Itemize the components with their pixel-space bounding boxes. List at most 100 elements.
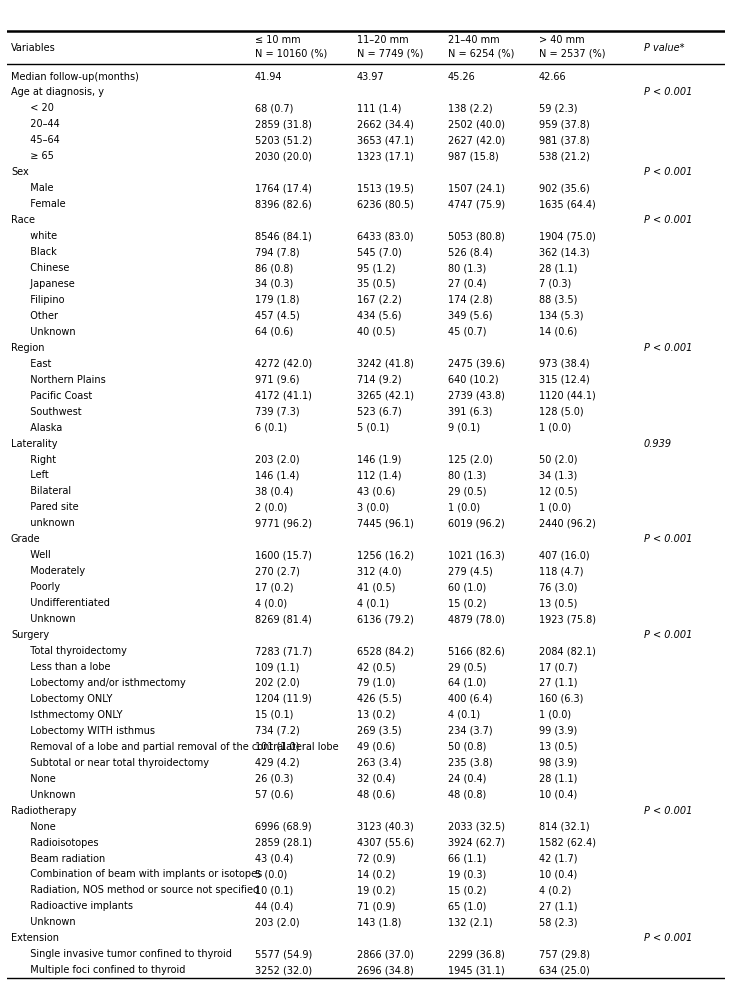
Text: P < 0.001: P < 0.001 xyxy=(643,630,692,640)
Text: 0.939: 0.939 xyxy=(643,438,672,448)
Text: 971 (9.6): 971 (9.6) xyxy=(255,374,299,384)
Text: Unknown: Unknown xyxy=(24,790,75,800)
Text: 959 (37.8): 959 (37.8) xyxy=(539,120,590,129)
Text: 80 (1.3): 80 (1.3) xyxy=(448,470,486,480)
Text: Beam radiation: Beam radiation xyxy=(24,854,105,864)
Text: P value*: P value* xyxy=(643,43,684,53)
Text: 24 (0.4): 24 (0.4) xyxy=(448,774,486,784)
Text: 734 (7.2): 734 (7.2) xyxy=(255,726,299,736)
Text: 526 (8.4): 526 (8.4) xyxy=(448,247,493,257)
Text: 57 (0.6): 57 (0.6) xyxy=(255,790,294,800)
Text: 1021 (16.3): 1021 (16.3) xyxy=(448,551,504,561)
Text: 1256 (16.2): 1256 (16.2) xyxy=(356,551,414,561)
Text: 2030 (20.0): 2030 (20.0) xyxy=(255,151,312,161)
Text: 4307 (55.6): 4307 (55.6) xyxy=(356,838,414,848)
Text: 174 (2.8): 174 (2.8) xyxy=(448,295,493,305)
Text: ≤ 10 mm: ≤ 10 mm xyxy=(255,35,300,45)
Text: 125 (2.0): 125 (2.0) xyxy=(448,454,493,464)
Text: 8546 (84.1): 8546 (84.1) xyxy=(255,231,312,241)
Text: 17 (0.2): 17 (0.2) xyxy=(255,583,294,593)
Text: 4172 (41.1): 4172 (41.1) xyxy=(255,390,312,400)
Text: 15 (0.2): 15 (0.2) xyxy=(448,599,486,609)
Text: Lobectomy and/or isthmectomy: Lobectomy and/or isthmectomy xyxy=(24,678,186,688)
Text: P < 0.001: P < 0.001 xyxy=(643,88,692,98)
Text: Southwest: Southwest xyxy=(24,406,81,416)
Text: 13 (0.5): 13 (0.5) xyxy=(539,742,578,752)
Text: 545 (7.0): 545 (7.0) xyxy=(356,247,401,257)
Text: East: East xyxy=(24,359,51,369)
Text: 132 (2.1): 132 (2.1) xyxy=(448,917,493,927)
Text: 5166 (82.6): 5166 (82.6) xyxy=(448,646,504,656)
Text: Left: Left xyxy=(24,470,48,480)
Text: Unknown: Unknown xyxy=(24,615,75,624)
Text: 65 (1.0): 65 (1.0) xyxy=(448,901,486,911)
Text: Region: Region xyxy=(11,343,45,353)
Text: 66 (1.1): 66 (1.1) xyxy=(448,854,486,864)
Text: 6433 (83.0): 6433 (83.0) xyxy=(356,231,414,241)
Text: None: None xyxy=(24,774,56,784)
Text: 28 (1.1): 28 (1.1) xyxy=(539,263,578,273)
Text: 14 (0.2): 14 (0.2) xyxy=(356,870,395,879)
Text: 2033 (32.5): 2033 (32.5) xyxy=(448,822,505,832)
Text: 2299 (36.8): 2299 (36.8) xyxy=(448,949,504,959)
Text: Grade: Grade xyxy=(11,534,40,545)
Text: Filipino: Filipino xyxy=(24,295,64,305)
Text: 3252 (32.0): 3252 (32.0) xyxy=(255,965,312,975)
Text: 714 (9.2): 714 (9.2) xyxy=(356,374,401,384)
Text: 987 (15.8): 987 (15.8) xyxy=(448,151,498,161)
Text: N = 10160 (%): N = 10160 (%) xyxy=(255,49,327,59)
Text: 3265 (42.1): 3265 (42.1) xyxy=(356,390,414,400)
Text: P < 0.001: P < 0.001 xyxy=(643,534,692,545)
Text: P < 0.001: P < 0.001 xyxy=(643,933,692,943)
Text: 112 (1.4): 112 (1.4) xyxy=(356,470,401,480)
Text: 349 (5.6): 349 (5.6) xyxy=(448,311,493,321)
Text: 4 (0.0): 4 (0.0) xyxy=(255,599,287,609)
Text: N = 6254 (%): N = 6254 (%) xyxy=(448,49,514,59)
Text: 64 (1.0): 64 (1.0) xyxy=(448,678,486,688)
Text: 5203 (51.2): 5203 (51.2) xyxy=(255,135,312,145)
Text: 203 (2.0): 203 (2.0) xyxy=(255,454,299,464)
Text: 38 (0.4): 38 (0.4) xyxy=(255,486,293,496)
Text: 44 (0.4): 44 (0.4) xyxy=(255,901,293,911)
Text: Pacific Coast: Pacific Coast xyxy=(24,390,92,400)
Text: Undifferentiated: Undifferentiated xyxy=(24,599,110,609)
Text: 7 (0.3): 7 (0.3) xyxy=(539,279,571,289)
Text: 202 (2.0): 202 (2.0) xyxy=(255,678,299,688)
Text: 48 (0.8): 48 (0.8) xyxy=(448,790,486,800)
Text: 1923 (75.8): 1923 (75.8) xyxy=(539,615,596,624)
Text: ≥ 65: ≥ 65 xyxy=(24,151,53,161)
Text: Radiation, NOS method or source not specified: Radiation, NOS method or source not spec… xyxy=(24,885,259,895)
Text: 1945 (31.1): 1945 (31.1) xyxy=(448,965,504,975)
Text: Male: Male xyxy=(24,183,53,193)
Text: Lobectomy ONLY: Lobectomy ONLY xyxy=(24,694,112,704)
Text: Unknown: Unknown xyxy=(24,327,75,337)
Text: 72 (0.9): 72 (0.9) xyxy=(356,854,395,864)
Text: None: None xyxy=(24,822,56,832)
Text: 50 (2.0): 50 (2.0) xyxy=(539,454,578,464)
Text: 538 (21.2): 538 (21.2) xyxy=(539,151,590,161)
Text: 19 (0.3): 19 (0.3) xyxy=(448,870,486,879)
Text: Radioisotopes: Radioisotopes xyxy=(24,838,98,848)
Text: 1120 (44.1): 1120 (44.1) xyxy=(539,390,596,400)
Text: 1600 (15.7): 1600 (15.7) xyxy=(255,551,312,561)
Text: 21–40 mm: 21–40 mm xyxy=(448,35,499,45)
Text: 45.26: 45.26 xyxy=(448,72,476,82)
Text: 4879 (78.0): 4879 (78.0) xyxy=(448,615,504,624)
Text: 1323 (17.1): 1323 (17.1) xyxy=(356,151,414,161)
Text: 794 (7.8): 794 (7.8) xyxy=(255,247,299,257)
Text: 362 (14.3): 362 (14.3) xyxy=(539,247,589,257)
Text: 138 (2.2): 138 (2.2) xyxy=(448,104,493,114)
Text: 814 (32.1): 814 (32.1) xyxy=(539,822,589,832)
Text: 49 (0.6): 49 (0.6) xyxy=(356,742,395,752)
Text: 757 (29.8): 757 (29.8) xyxy=(539,949,590,959)
Text: P < 0.001: P < 0.001 xyxy=(643,215,692,225)
Text: 3 (0.0): 3 (0.0) xyxy=(356,502,389,512)
Text: Chinese: Chinese xyxy=(24,263,70,273)
Text: 15 (0.1): 15 (0.1) xyxy=(255,710,294,720)
Text: 902 (35.6): 902 (35.6) xyxy=(539,183,590,193)
Text: 43 (0.6): 43 (0.6) xyxy=(356,486,395,496)
Text: Subtotal or near total thyroidectomy: Subtotal or near total thyroidectomy xyxy=(24,758,209,768)
Text: 6136 (79.2): 6136 (79.2) xyxy=(356,615,414,624)
Text: Median follow-up(months): Median follow-up(months) xyxy=(11,72,139,82)
Text: 4747 (75.9): 4747 (75.9) xyxy=(448,199,505,209)
